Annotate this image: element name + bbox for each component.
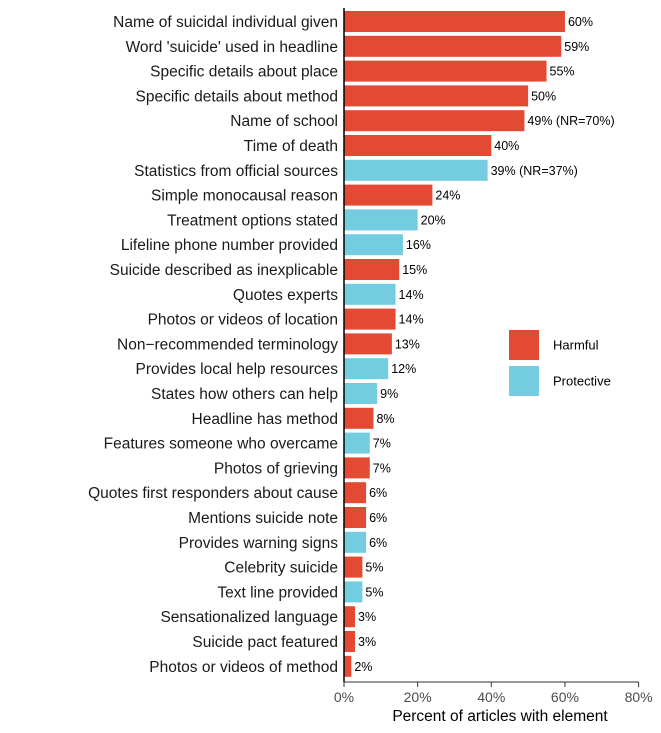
- legend-swatch-protective: [509, 366, 539, 396]
- value-label: 6%: [369, 536, 387, 550]
- category-labels: Name of suicidal individual given Word 's…: [88, 14, 338, 676]
- value-label: 55%: [550, 65, 575, 79]
- category-label: Lifeline phone number provided: [121, 237, 338, 254]
- value-label: 8%: [376, 412, 394, 426]
- bar: [344, 556, 363, 578]
- bar: [344, 308, 396, 330]
- bar: [344, 482, 367, 504]
- x-tick-label: 0%: [334, 689, 354, 705]
- bar: [344, 631, 356, 652]
- bar: [344, 333, 392, 355]
- category-label: Photos of grieving: [214, 460, 338, 477]
- category-label: Simple monocausal reason: [151, 188, 338, 205]
- value-label: 16%: [406, 238, 431, 252]
- value-label: 9%: [380, 387, 398, 401]
- x-axis: 0% 20% 40% 60% 80%: [334, 8, 653, 705]
- x-tick-label: 60%: [551, 689, 579, 705]
- value-label: 59%: [564, 40, 589, 54]
- category-label: Name of suicidal individual given: [113, 14, 338, 31]
- category-label: Statistics from official sources: [134, 163, 338, 180]
- value-label: 6%: [369, 486, 387, 500]
- bar: [344, 407, 374, 429]
- value-label: 24%: [435, 189, 460, 203]
- bar: [344, 234, 403, 256]
- category-label: Photos or videos of method: [149, 659, 338, 676]
- category-label: Photos or videos of location: [148, 312, 338, 329]
- category-label: Text line provided: [217, 584, 338, 601]
- value-label: 40%: [494, 139, 519, 153]
- bar: [344, 655, 352, 677]
- bar: [344, 606, 356, 628]
- value-label: 49% (NR=70%): [527, 114, 614, 128]
- category-label: States how others can help: [151, 386, 338, 403]
- value-label: 2%: [354, 660, 372, 674]
- category-label: Mentions suicide note: [188, 510, 338, 527]
- bar: [344, 259, 400, 280]
- value-label: 3%: [358, 610, 376, 624]
- category-label: Quotes first responders about cause: [88, 485, 338, 502]
- bar: [344, 432, 370, 454]
- bar: [344, 11, 565, 32]
- bar: [344, 507, 367, 528]
- category-label: Sensationalized language: [160, 609, 338, 626]
- x-tick-label: 40%: [477, 689, 505, 705]
- category-label: Specific details about method: [136, 88, 338, 105]
- category-label: Name of school: [230, 113, 338, 130]
- value-label: 7%: [373, 437, 391, 451]
- value-labels: 60% 59% 55% 50% 49% (NR=70%) 40% 39% (NR=37%) 2…: [354, 15, 614, 674]
- value-label: 39% (NR=37%): [491, 164, 578, 178]
- category-label: Provides warning signs: [179, 535, 339, 552]
- category-label: Suicide pact featured: [192, 634, 338, 651]
- legend-label-protective: Protective: [553, 374, 611, 389]
- bar: [344, 531, 367, 553]
- value-label: 20%: [421, 213, 446, 227]
- value-label: 15%: [402, 263, 427, 277]
- bar: [344, 184, 433, 206]
- bar: [344, 283, 396, 305]
- value-label: 3%: [358, 635, 376, 649]
- category-label: Treatment options stated: [167, 212, 338, 229]
- category-label: Non−recommended terminology: [117, 336, 338, 353]
- bar: [344, 383, 378, 404]
- category-label: Specific details about place: [150, 64, 338, 81]
- category-label: Features someone who overcame: [104, 436, 338, 453]
- x-tick-label: 20%: [404, 689, 432, 705]
- value-label: 6%: [369, 511, 387, 525]
- x-axis-title: Percent of articles with element: [392, 708, 608, 725]
- value-label: 5%: [365, 585, 383, 599]
- bar: [344, 209, 418, 231]
- bars-layer: [344, 11, 565, 677]
- legend-label-harmful: Harmful: [553, 338, 599, 353]
- bar: [344, 358, 389, 380]
- category-label: Time of death: [244, 138, 338, 155]
- bar: [344, 457, 370, 479]
- category-label: Word 'suicide' used in headline: [126, 39, 338, 56]
- bar: [344, 85, 529, 107]
- x-tick-label: 80%: [625, 689, 653, 705]
- value-label: 50%: [531, 89, 556, 103]
- bar: [344, 60, 547, 82]
- legend: Harmful Protective: [509, 330, 611, 396]
- value-label: 13%: [395, 337, 420, 351]
- category-label: Suicide described as inexplicable: [110, 262, 338, 279]
- category-label: Quotes experts: [233, 287, 338, 304]
- value-label: 14%: [399, 313, 424, 327]
- category-label: Headline has method: [192, 411, 339, 428]
- value-label: 60%: [568, 15, 593, 29]
- legend-swatch-harmful: [509, 330, 539, 360]
- bar: [344, 110, 525, 132]
- bar: [344, 581, 363, 603]
- value-label: 7%: [373, 461, 391, 475]
- category-label: Celebrity suicide: [224, 560, 338, 577]
- bar: [344, 35, 562, 57]
- category-label: Provides local help resources: [136, 361, 339, 378]
- bar: [344, 159, 488, 181]
- value-label: 5%: [365, 561, 383, 575]
- bar: [344, 135, 492, 156]
- value-label: 14%: [399, 288, 424, 302]
- value-label: 12%: [391, 362, 416, 376]
